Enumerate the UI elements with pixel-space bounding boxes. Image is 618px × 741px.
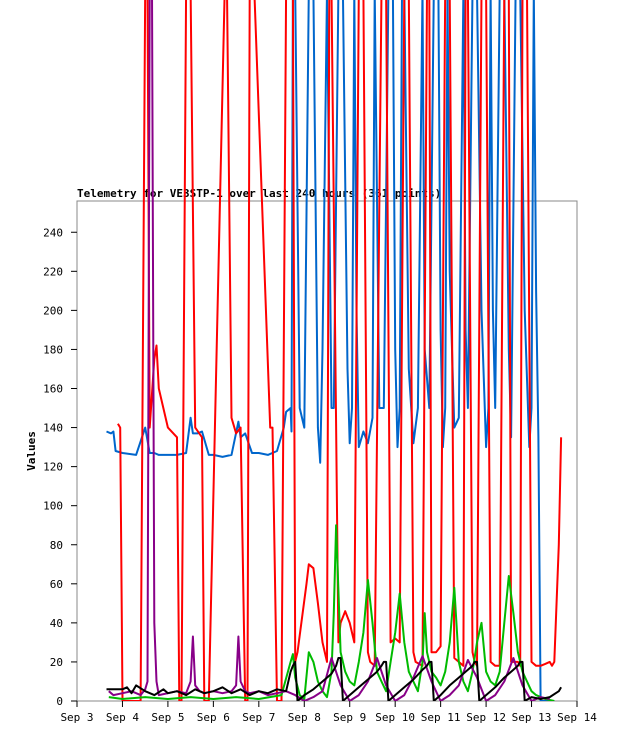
x-tick-label: Sep 5	[151, 711, 184, 724]
series-line-4	[108, 0, 550, 701]
x-tick-label: Sep 8	[288, 711, 321, 724]
y-axis-label: Values	[25, 431, 38, 471]
x-tick-label: Sep 11	[421, 711, 461, 724]
x-tick-label: Sep 12	[466, 711, 506, 724]
series-layer	[106, 0, 563, 701]
y-tick-label: 120	[43, 461, 63, 474]
y-tick-label: 140	[43, 422, 63, 435]
x-tick-label: Sep 4	[106, 711, 139, 724]
y-tick-label: 60	[50, 578, 63, 591]
series-line-5	[106, 657, 562, 701]
axis-layer: 0 20 40 60 80 100 120 140 160 180 200 220 240 Sep 3 Se…	[43, 226, 597, 724]
x-tick-label: Sep 13	[512, 711, 552, 724]
chart-title: Telemetry for VE3STP-1 over last 240 hou…	[77, 187, 441, 200]
series-line-2	[117, 0, 563, 701]
x-tick-label: Sep 3	[60, 711, 93, 724]
y-tick-label: 100	[43, 500, 63, 513]
x-tick-label: Sep 7	[242, 711, 275, 724]
y-tick-label: 80	[50, 539, 63, 552]
y-tick-label: 180	[43, 343, 63, 356]
y-tick-label: 20	[50, 656, 63, 669]
series-line-1	[106, 0, 555, 701]
plot-frame	[76, 200, 578, 702]
y-tick-label: 200	[43, 304, 63, 317]
x-tick-label: Sep 14	[557, 711, 597, 724]
y-tick-label: 0	[56, 695, 63, 708]
y-tick-label: 160	[43, 383, 63, 396]
x-tick-label: Sep 6	[197, 711, 230, 724]
x-tick-label: Sep 9	[333, 711, 366, 724]
y-tick-label: 40	[50, 617, 63, 630]
y-tick-label: 240	[43, 226, 63, 239]
y-tick-label: 220	[43, 265, 63, 278]
x-tick-label: Sep 10	[375, 711, 415, 724]
